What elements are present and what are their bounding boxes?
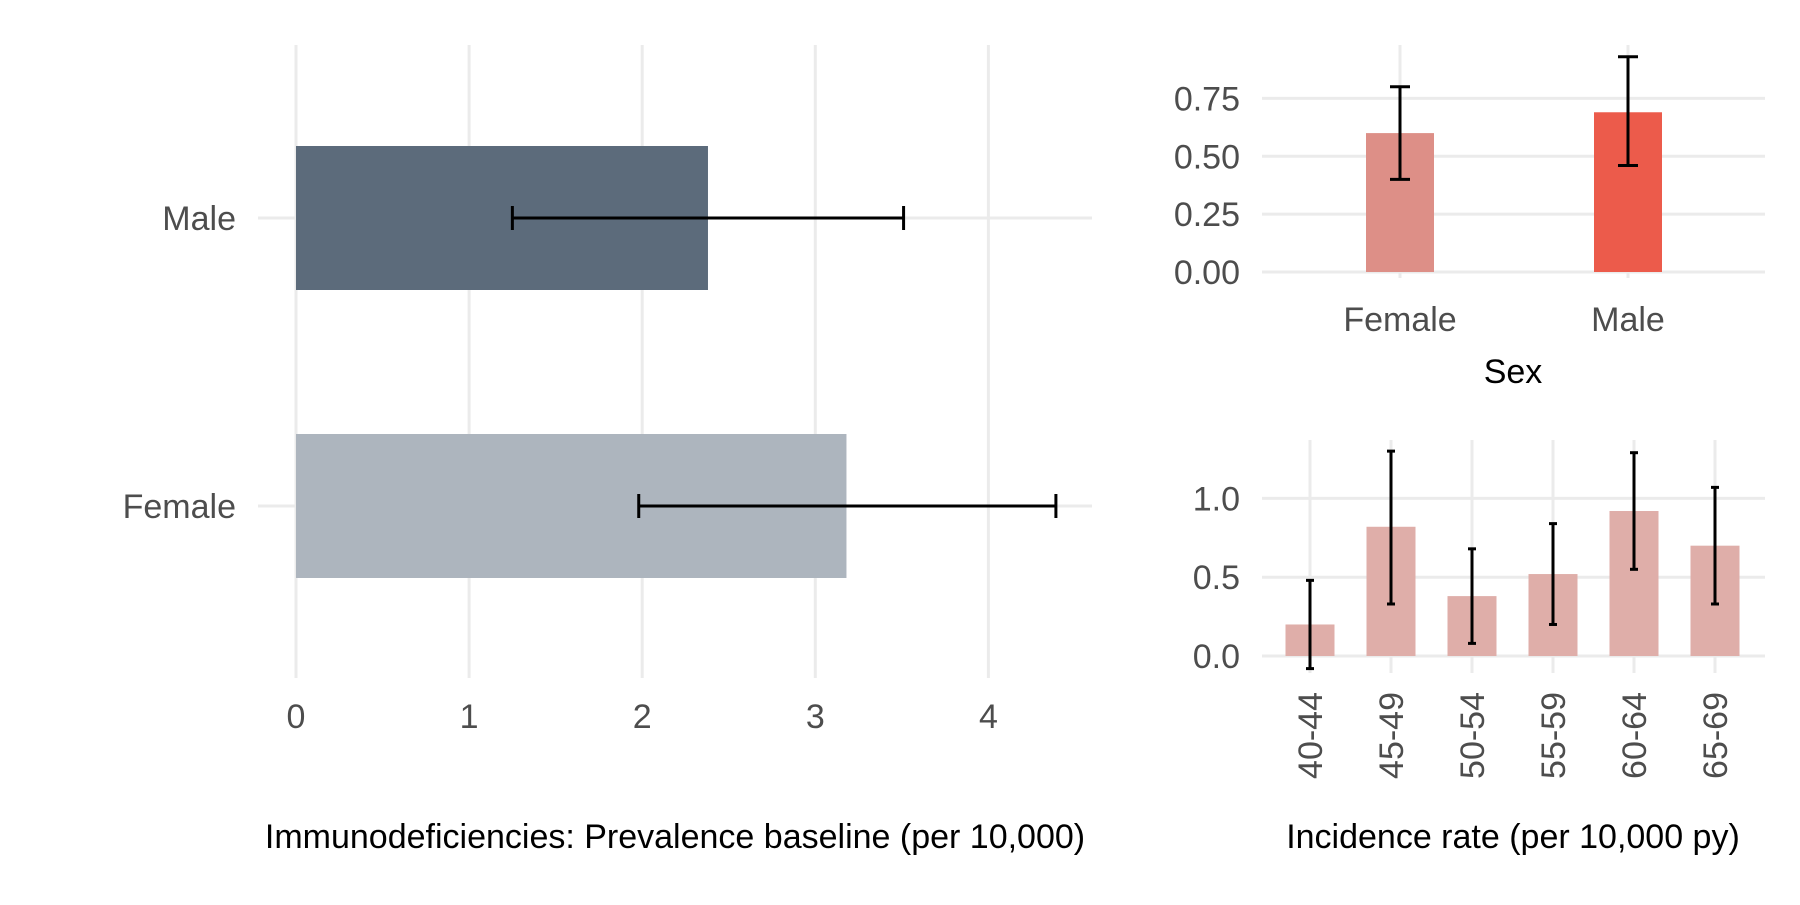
age-error-bar-40-44 — [1306, 578, 1314, 671]
sex-y-tick-label: 0.00 — [1174, 254, 1240, 292]
age-error-bar-50-54 — [1468, 547, 1476, 645]
sex-x-axis-title: Sex — [1484, 353, 1543, 391]
prevalence-panel: 0 1 2 3 4 Male Female — [123, 45, 1092, 736]
age-x-tick-label: 60-64 — [1616, 692, 1654, 779]
age-y-tick-label: 0.5 — [1193, 559, 1240, 597]
age-x-tick-label: 50-54 — [1454, 692, 1492, 779]
prevalence-x-tick-label: 1 — [460, 698, 479, 736]
prevalence-x-tick-label: 4 — [979, 698, 998, 736]
incidence-by-age-panel: 0.0 0.5 1.0 40-44 45-49 50-54 55-59 60-64 65-69 — [1193, 440, 1765, 779]
sex-x-tick-label: Female — [1343, 301, 1456, 339]
age-x-tick-label: 65-69 — [1697, 692, 1735, 779]
age-error-bar-60-64 — [1630, 451, 1638, 571]
age-y-tick-label: 1.0 — [1193, 480, 1240, 518]
prevalence-x-tick-label: 2 — [633, 698, 652, 736]
sex-error-bar-male — [1618, 55, 1638, 168]
age-error-bar-65-69 — [1711, 485, 1719, 606]
prevalence-error-bar-male — [510, 206, 906, 230]
incidence-by-sex-panel: 0.00 0.25 0.50 0.75 Female Male — [1174, 45, 1765, 339]
age-error-bar-45-49 — [1387, 449, 1395, 606]
age-x-tick-label: 55-59 — [1535, 692, 1573, 779]
age-y-tick-label: 0.0 — [1193, 638, 1240, 676]
incidence-x-axis-title: Incidence rate (per 10,000 py) — [1286, 818, 1740, 856]
prevalence-x-axis-title: Immunodeficiencies: Prevalence baseline … — [265, 818, 1085, 856]
prevalence-y-tick-label: Female — [123, 488, 236, 526]
prevalence-error-bar-female — [637, 494, 1058, 518]
age-x-tick-label: 45-49 — [1373, 692, 1411, 779]
sex-x-tick-label: Male — [1591, 301, 1665, 339]
sex-y-tick-label: 0.75 — [1174, 80, 1240, 118]
sex-y-tick-label: 0.25 — [1174, 196, 1240, 234]
age-x-tick-label: 40-44 — [1292, 692, 1330, 779]
prevalence-x-tick-label: 3 — [806, 698, 825, 736]
sex-error-bar-female — [1390, 85, 1410, 181]
prevalence-x-tick-label: 0 — [287, 698, 306, 736]
sex-y-tick-label: 0.50 — [1174, 138, 1240, 176]
prevalence-y-tick-label: Male — [162, 200, 236, 238]
age-error-bar-55-59 — [1549, 522, 1557, 626]
